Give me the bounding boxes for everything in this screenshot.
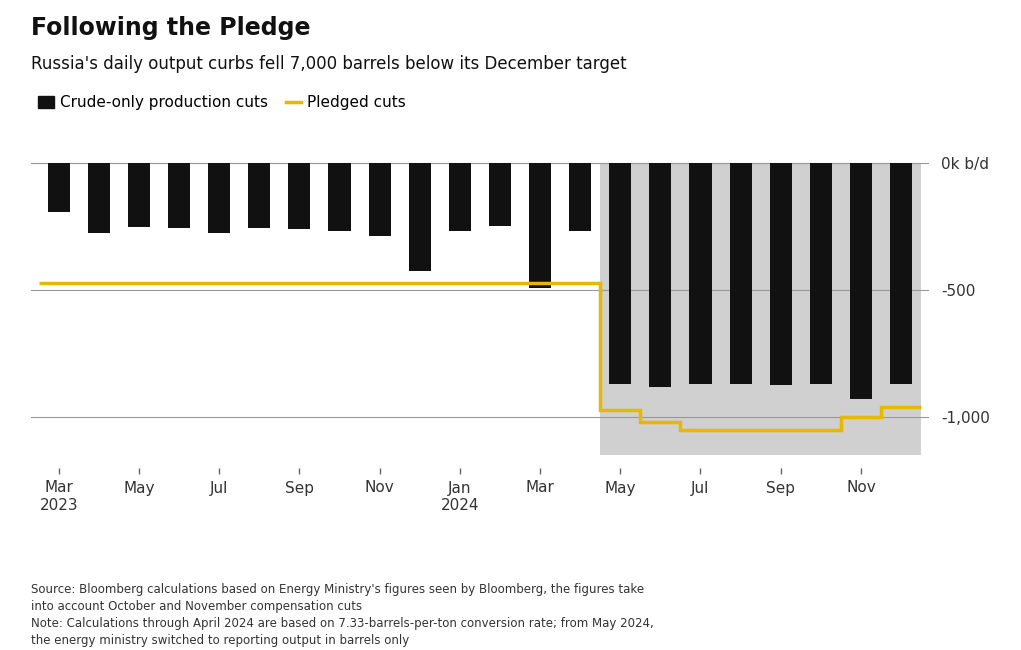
Bar [680,163,721,455]
Bar [721,163,761,455]
Text: Russia's daily output curbs fell 7,000 barrels below its December target: Russia's daily output curbs fell 7,000 b… [31,55,626,73]
Bar [288,163,310,229]
Bar [248,163,271,228]
Bar [168,163,190,228]
Text: Following the Pledge: Following the Pledge [31,16,310,40]
Bar [649,163,672,387]
Bar [730,163,751,384]
Legend: Crude-only production cuts, Pledged cuts: Crude-only production cuts, Pledged cuts [38,96,406,111]
Bar [329,163,350,231]
Bar [890,163,912,384]
Bar [128,163,150,227]
Bar [849,163,872,400]
Bar [208,163,230,233]
Bar [689,163,712,384]
Bar [881,163,921,455]
Bar [640,163,680,455]
Bar [761,163,800,455]
Bar [800,163,841,455]
Bar [369,163,391,236]
Bar [408,163,431,271]
Bar [841,163,881,455]
Bar [88,163,110,233]
Text: Source: Bloomberg calculations based on Energy Ministry's figures seen by Bloomb: Source: Bloomberg calculations based on … [31,583,653,647]
Bar [489,163,510,226]
Bar [610,163,631,384]
Bar [770,163,791,385]
Bar [600,163,640,455]
Bar [569,163,591,231]
Bar [810,163,832,384]
Bar [48,163,69,211]
Bar [529,163,551,288]
Bar [449,163,471,231]
